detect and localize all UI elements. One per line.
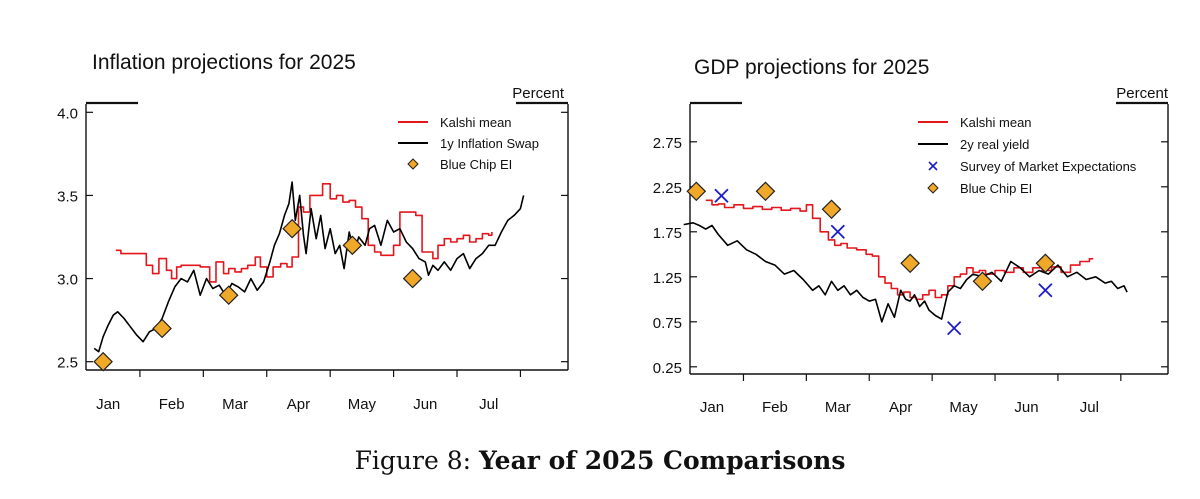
y-tick-label: 1.75 [653,225,682,242]
x-tick-label: Jan [96,396,120,413]
figure-caption-title: Year of 2025 Comparisons [478,446,846,475]
legend-entry: Survey of Market Expectations [928,159,1137,174]
x-tick-label: Jun [1014,399,1038,416]
blue-chip-point [93,351,113,372]
figure-caption-label: Figure 8: [354,446,472,475]
chart-title: GDP projections for 2025 [694,56,929,79]
y-tick-label: 0.75 [653,315,682,332]
blue-chip-point [755,181,776,202]
blue-chip-point [402,268,423,289]
unit-label: Percent [1116,85,1169,102]
x-tick-label: Jun [413,396,437,413]
legend-swatch [927,182,939,194]
series-2y-real-yield [683,222,1128,323]
legend-label: Blue Chip EI [960,181,1032,196]
legend-label: Kalshi mean [960,115,1032,130]
legend-entry: 1y Inflation Swap [398,136,539,151]
legend-entry: Blue Chip EI [927,181,1032,196]
legend-entry: 2y real yield [918,137,1029,152]
gdp-chart: GDP projections for 2025 Percent 0.25 0.75 1… [653,56,1169,416]
blue-chip-point [686,181,707,202]
y-tick-label: 0.25 [653,360,682,377]
survey-point [947,320,962,336]
x-tick-label: Feb [762,399,788,416]
y-tick-label: 2.25 [653,180,682,197]
y-tick-label: 3.0 [57,272,78,289]
legend-label: Kalshi mean [440,115,512,130]
legend-label: Blue Chip EI [440,157,512,172]
x-tick-label: May [949,399,978,416]
legend-swatch [928,161,938,171]
y-tick-label: 2.75 [653,135,682,152]
legend-swatch [407,158,419,170]
figure-caption: Figure 8: Year of 2025 Comparisons [0,446,1200,475]
x-tick-label: Mar [222,396,248,413]
legend-entry: Kalshi mean [398,115,512,130]
blue-chip-point [900,253,920,274]
series-1y-inflation-swap [93,181,525,353]
chart-title: Inflation projections for 2025 [92,51,356,74]
survey-point [1038,283,1053,298]
y-tick-label: 3.5 [57,188,78,205]
blue-chip-point [972,271,993,292]
x-tick-label: Jul [1080,399,1099,416]
blue-chip-point [152,318,172,339]
x-tick-label: Mar [825,399,851,416]
x-tick-label: Apr [889,399,912,416]
x-tick-label: Jan [700,399,724,416]
x-tick-label: Apr [287,396,310,413]
legend-label: 2y real yield [960,137,1029,152]
blue-chip-point [1035,253,1056,274]
y-tick-label: 2.5 [57,355,78,372]
blue-chip-point [218,285,239,306]
y-tick-label: 1.25 [653,270,682,287]
inflation-chart: Inflation projections for 2025 Percent 2.5… [57,51,569,413]
x-tick-label: May [348,396,377,413]
unit-label: Percent [512,85,565,102]
survey-point [830,224,845,239]
blue-chip-point [342,235,363,256]
blue-chip-point [821,199,842,220]
legend-label: Survey of Market Expectations [960,159,1137,174]
survey-point [714,188,729,203]
y-tick-label: 4.0 [57,105,78,122]
legend-entry: Kalshi mean [918,115,1032,130]
blue-chip-point [282,218,302,239]
legend-label: 1y Inflation Swap [440,136,539,151]
legend-entry: Blue Chip EI [407,157,512,172]
x-tick-label: Jul [479,396,498,413]
series-kalshi-mean [115,183,493,283]
series-kalshi-mean [705,199,1094,301]
x-tick-label: Feb [159,396,185,413]
